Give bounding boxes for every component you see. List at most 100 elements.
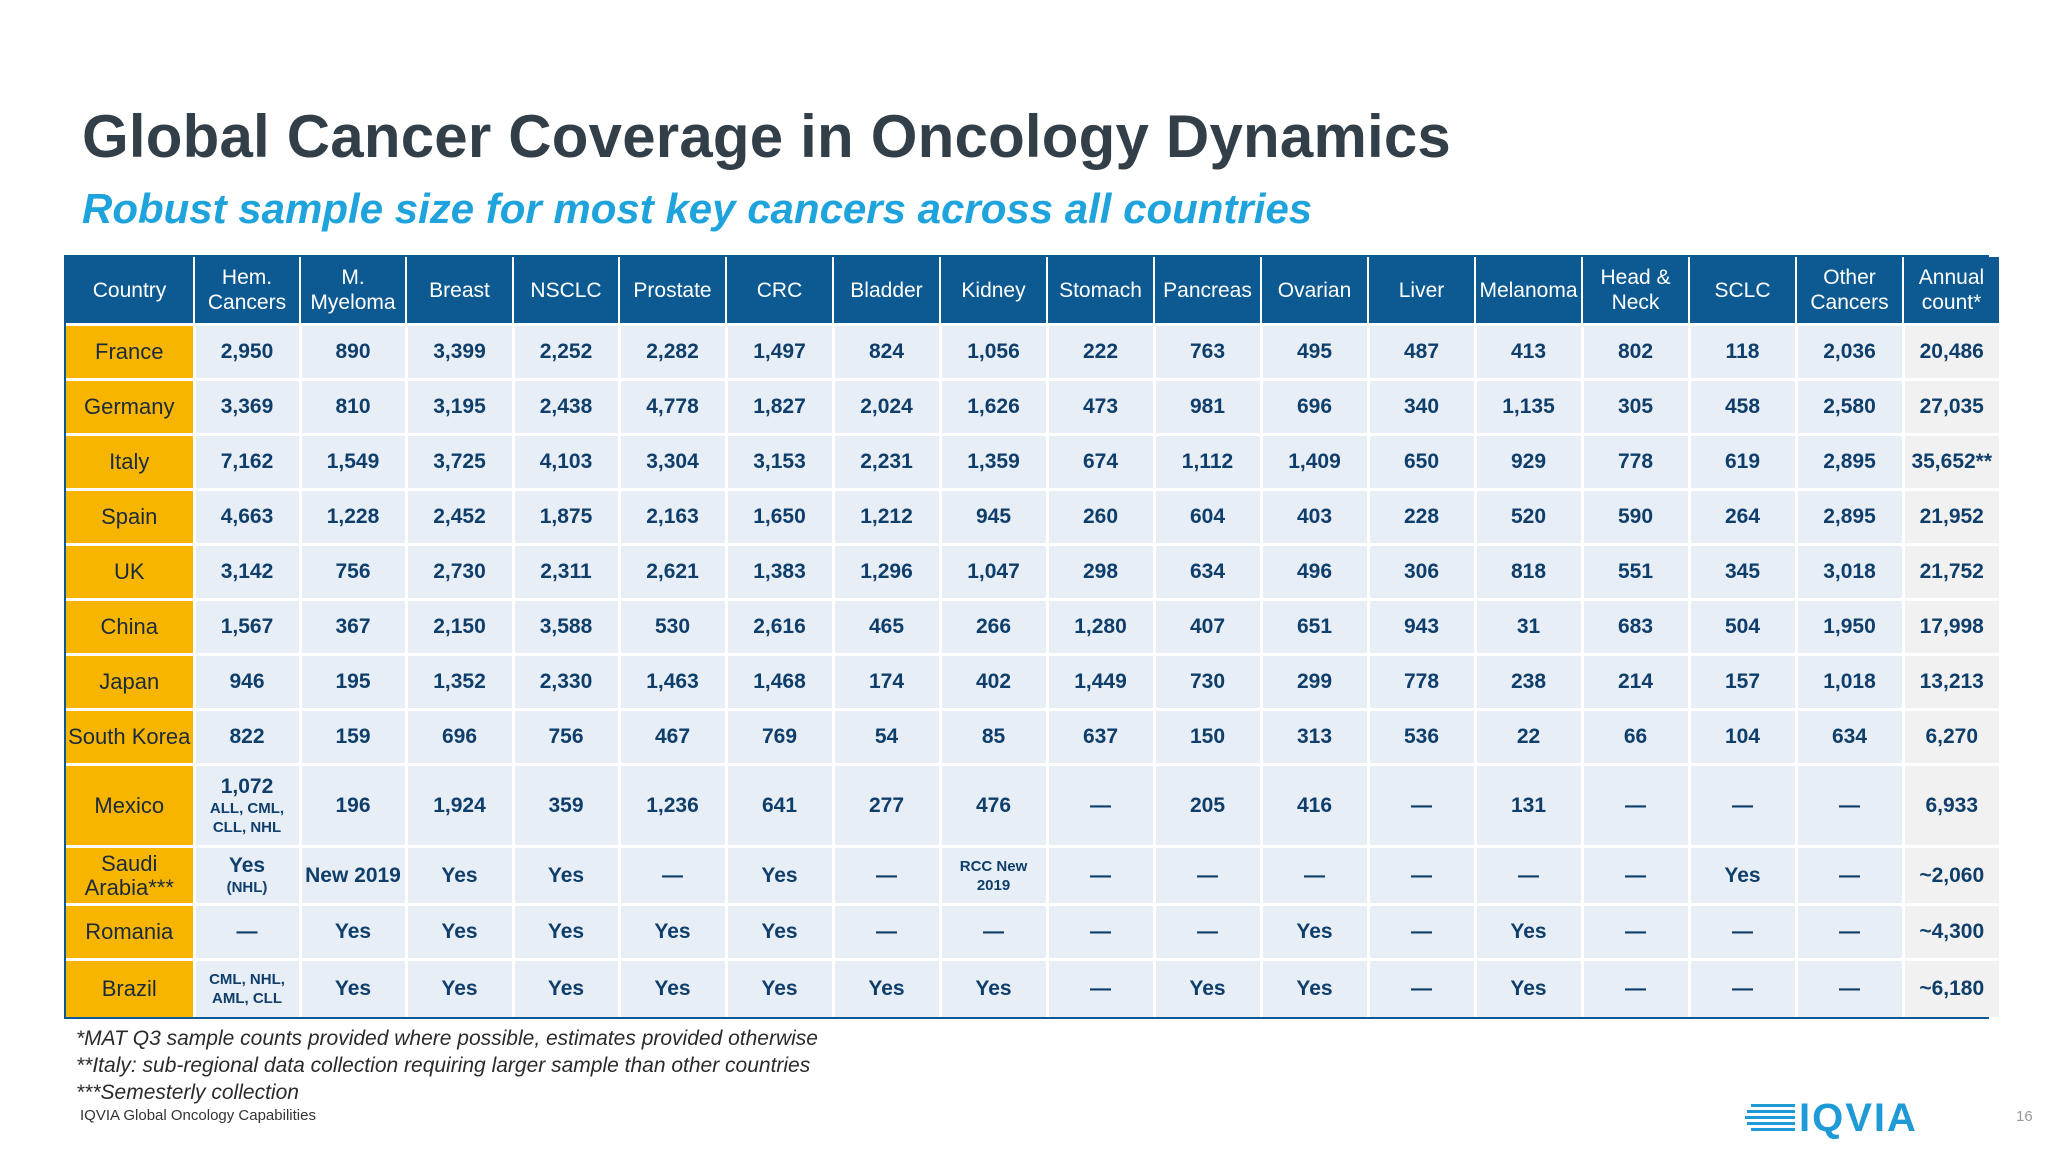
country-cell: Saudi Arabia*** [66, 845, 194, 905]
cell-value: 1,827 [753, 395, 806, 418]
cell-value: 1,626 [967, 395, 1020, 418]
cell-value: 54 [874, 725, 899, 748]
table-cell: 238 [1473, 653, 1582, 710]
table-row: South Korea 822 159 696 756 467 769 54 85 637 150 3… [66, 708, 1999, 765]
table-cell: 260 [1045, 488, 1154, 545]
table-cell: 696 [404, 708, 513, 765]
cell-value: 345 [1724, 560, 1761, 583]
cell-value: 696 [1296, 395, 1333, 418]
table-cell: 313 [1259, 708, 1368, 765]
cell-value: 238 [1510, 670, 1547, 693]
column-header: M. Myeloma [299, 257, 406, 325]
cell-value: 6,933 [1925, 793, 1979, 817]
column-header: Other Cancers [1795, 257, 1903, 325]
cell-value: Yes [654, 920, 691, 943]
cell-value: 2,330 [539, 670, 593, 693]
table-cell: 2,950 [192, 323, 300, 380]
table-cell: 1,827 [724, 378, 833, 435]
table-header-row: Country Hem. Cancers M. Myeloma Breast NSCLC… [66, 257, 1999, 325]
country-cell: Romania [66, 903, 194, 960]
table-cell: — [1580, 763, 1689, 847]
cell-value: 1,383 [753, 560, 806, 583]
cell-value: — [1625, 920, 1646, 943]
table-cell: 756 [511, 708, 619, 765]
cell-value: 277 [868, 793, 905, 817]
table-cell: — [1045, 958, 1154, 1017]
table-cell: 3,018 [1794, 543, 1903, 600]
table-cell: 634 [1794, 708, 1903, 765]
table-cell: — [1580, 845, 1689, 905]
table-cell: 416 [1259, 763, 1368, 847]
cell-value: 650 [1403, 450, 1440, 473]
cell-value: 1,296 [860, 560, 913, 583]
cell-value: 778 [1403, 670, 1440, 693]
annual-count-cell: ~6,180 [1901, 958, 1999, 1017]
column-header: Hem. Cancers [193, 257, 300, 325]
cell-value: 150 [1189, 725, 1226, 748]
cell-value: 2,580 [1823, 395, 1876, 418]
table-cell: Yes [724, 958, 833, 1017]
column-header: Ovarian [1260, 257, 1368, 325]
cell-value: 1,409 [1288, 450, 1341, 473]
table-cell: Yes [1687, 845, 1796, 905]
table-cell: 66 [1580, 708, 1689, 765]
cell-value: 196 [335, 793, 371, 817]
country-cell: Spain [66, 488, 194, 545]
table-cell: 763 [1152, 323, 1261, 380]
table-cell: — [1794, 958, 1903, 1017]
cell-value: ~2,060 [1919, 863, 1985, 887]
table-cell: 299 [1259, 653, 1368, 710]
table-cell: 604 [1152, 488, 1261, 545]
table-cell: — [1687, 763, 1796, 847]
cell-value: 945 [975, 505, 1012, 528]
table-cell: 3,588 [511, 598, 619, 655]
cell-value: Yes [761, 976, 798, 1000]
cell-value: 3,399 [433, 340, 486, 363]
table-cell: 487 [1366, 323, 1475, 380]
cell-value: 1,228 [326, 505, 380, 528]
country-cell: UK [66, 543, 194, 600]
cell-value: 1,468 [753, 670, 806, 693]
iqvia-logo-text: IQVIA [1799, 1096, 1918, 1140]
column-header: Annual count* [1902, 257, 1999, 325]
table-cell: 345 [1687, 543, 1796, 600]
cell-value: 402 [975, 670, 1012, 693]
table-cell: 929 [1473, 433, 1582, 490]
table-row: China 1,567 367 2,150 3,588 530 2,616 465 266 1,2… [66, 598, 1999, 655]
table-cell: 2,438 [511, 378, 619, 435]
cell-value: 1,352 [433, 670, 486, 693]
cell-note: (NHL) [226, 879, 268, 896]
annual-count-cell: 20,486 [1901, 323, 1999, 380]
table-cell: 22 [1473, 708, 1582, 765]
table-cell: — [617, 845, 726, 905]
table-cell: 465 [831, 598, 940, 655]
table-cell: 413 [1473, 323, 1582, 380]
cell-value: 756 [548, 725, 584, 748]
table-cell: 3,399 [404, 323, 513, 380]
table-cell: 2,616 [724, 598, 833, 655]
table-cell: 3,153 [724, 433, 833, 490]
table-cell: — [1580, 903, 1689, 960]
cell-value: Yes [547, 976, 585, 1000]
cell-value: 6,270 [1925, 725, 1979, 748]
cell-note: RCC New 2019 [959, 857, 1028, 894]
iqvia-logo-mark-icon [1745, 1104, 1795, 1131]
iqvia-logo: IQVIA [1745, 1096, 1945, 1140]
cell-value: 2,231 [860, 450, 913, 473]
cell-value: Yes [975, 976, 1012, 1000]
cell-value: — [1090, 863, 1111, 887]
cell-value: 551 [1617, 560, 1654, 583]
cell-value: 634 [1831, 725, 1868, 748]
cell-value: 2,616 [753, 615, 806, 638]
footnote: *MAT Q3 sample counts provided where pos… [76, 1027, 818, 1050]
table-cell: 536 [1366, 708, 1475, 765]
table-cell: 104 [1687, 708, 1796, 765]
table-cell: — [1687, 903, 1796, 960]
cell-value: 1,950 [1823, 615, 1876, 638]
cell-value: 3,304 [646, 450, 699, 473]
cell-value: 1,056 [967, 340, 1020, 363]
cell-value: 260 [1082, 505, 1119, 528]
cell-value: 2,452 [433, 505, 486, 528]
cell-value: 413 [1510, 340, 1547, 363]
table-cell: Yes [511, 958, 619, 1017]
